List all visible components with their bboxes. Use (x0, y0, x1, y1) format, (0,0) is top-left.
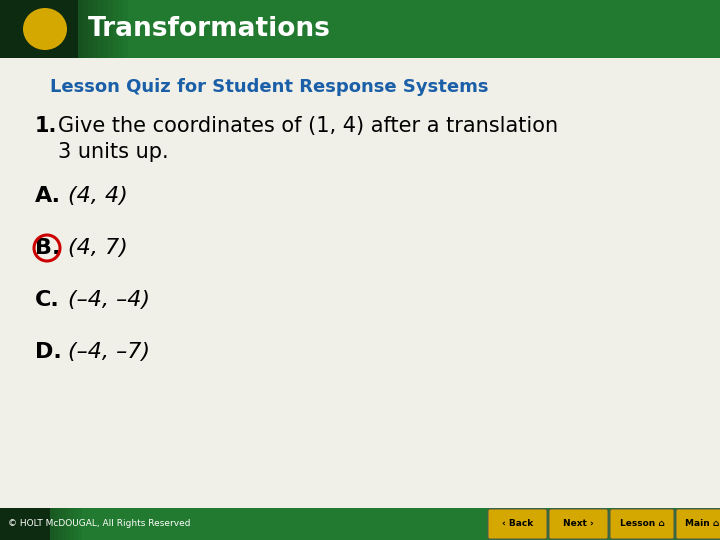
Bar (113, 0, 118, 58)
Text: Main ⌂: Main ⌂ (685, 519, 719, 529)
Bar (0, 0, 720, 58)
Bar (62, 508, 66, 540)
Bar (74, 508, 78, 540)
Text: (4, 7): (4, 7) (68, 238, 127, 258)
Text: D.: D. (35, 342, 62, 362)
FancyBboxPatch shape (676, 509, 720, 539)
Bar (70, 508, 74, 540)
FancyBboxPatch shape (488, 509, 547, 539)
Text: (–4, –7): (–4, –7) (68, 342, 150, 362)
Text: © HOLT McDOUGAL, All Rights Reserved: © HOLT McDOUGAL, All Rights Reserved (8, 519, 191, 529)
Text: Transformations: Transformations (88, 16, 331, 42)
Bar (93, 0, 98, 58)
Text: ‹ Back: ‹ Back (502, 519, 533, 529)
Bar (88, 0, 93, 58)
Text: Give the coordinates of (1, 4) after a translation
3 units up.: Give the coordinates of (1, 4) after a t… (58, 116, 558, 163)
Bar (78, 508, 82, 540)
Bar (66, 508, 70, 540)
Text: B.: B. (35, 238, 60, 258)
Bar (83, 0, 88, 58)
Text: Lesson Quiz for Student Response Systems: Lesson Quiz for Student Response Systems (50, 78, 488, 96)
FancyBboxPatch shape (610, 509, 674, 539)
Text: Lesson ⌂: Lesson ⌂ (620, 519, 665, 529)
FancyBboxPatch shape (549, 509, 608, 539)
Text: Next ›: Next › (563, 519, 594, 529)
Bar (123, 0, 128, 58)
Bar (0, 58, 720, 508)
Bar (0, 508, 50, 540)
Bar (50, 508, 54, 540)
Ellipse shape (23, 8, 67, 50)
Bar (103, 0, 108, 58)
Text: (4, 4): (4, 4) (68, 186, 127, 206)
Bar (0, 0, 78, 58)
Text: 1.: 1. (35, 116, 58, 136)
Bar (118, 0, 123, 58)
Bar (58, 508, 62, 540)
Bar (54, 508, 58, 540)
Bar (98, 0, 103, 58)
Bar (78, 0, 83, 58)
Text: (–4, –4): (–4, –4) (68, 290, 150, 310)
Text: C.: C. (35, 290, 60, 310)
Text: A.: A. (35, 186, 61, 206)
Bar (0, 508, 720, 540)
Bar (108, 0, 113, 58)
